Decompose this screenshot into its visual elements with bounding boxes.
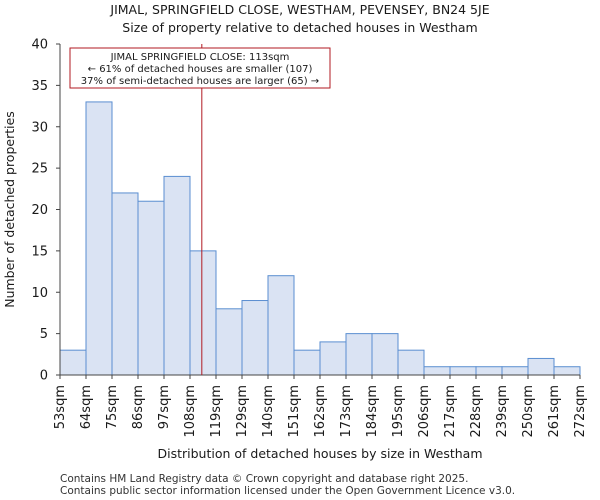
histogram-bar [475, 366, 503, 376]
y-tick-label: 5 [40, 327, 48, 342]
x-tick-label: 195sqm [391, 385, 406, 438]
histogram-bar [449, 366, 477, 376]
y-tick-label: 40 [31, 38, 48, 53]
x-tick-label: 140sqm [261, 385, 276, 438]
histogram-bar [163, 175, 191, 376]
histogram-bar [345, 333, 373, 376]
annotation-box [69, 47, 331, 89]
x-tick-label: 162sqm [313, 385, 328, 438]
annotation-line-1: JIMAL SPRINGFIELD CLOSE: 113sqm [110, 52, 290, 63]
x-tick-label: 86sqm [131, 385, 146, 429]
x-tick-label: 129sqm [235, 385, 250, 438]
x-tick-label: 108sqm [183, 385, 198, 438]
histogram-bar [137, 200, 165, 376]
histogram-bar [59, 349, 87, 376]
histogram-bar [267, 275, 295, 376]
chart-title: JIMAL, SPRINGFIELD CLOSE, WESTHAM, PEVEN… [110, 2, 490, 17]
y-tick-label: 25 [31, 162, 48, 177]
histogram-bar [293, 349, 321, 376]
y-tick-label: 35 [31, 79, 48, 94]
y-tick-label: 10 [31, 286, 48, 301]
histogram-bar [501, 366, 529, 376]
x-tick-label: 250sqm [521, 385, 536, 438]
y-axis-label: Number of detached properties [2, 111, 17, 308]
x-tick-label: 173sqm [339, 385, 354, 438]
histogram-bar [553, 366, 581, 376]
x-tick-label: 206sqm [417, 385, 432, 438]
x-tick-label: 184sqm [365, 385, 380, 438]
x-tick-label: 261sqm [547, 385, 562, 438]
histogram-bar [85, 101, 113, 376]
y-tick-label: 30 [31, 120, 48, 135]
x-tick-label: 75sqm [105, 385, 120, 429]
histogram-bar [111, 192, 139, 376]
x-tick-label: 272sqm [573, 385, 588, 438]
x-tick-label: 119sqm [209, 385, 224, 438]
x-axis-label: Distribution of detached houses by size … [157, 446, 482, 461]
x-tick-label: 151sqm [287, 385, 302, 438]
footer-line-2: Contains public sector information licen… [60, 485, 516, 497]
chart-subtitle: Size of property relative to detached ho… [122, 20, 478, 35]
histogram-bar [371, 333, 399, 376]
histogram-bar [527, 357, 555, 376]
histogram-bar [241, 300, 269, 376]
histogram-bar [215, 308, 243, 376]
y-tick-label: 0 [40, 369, 48, 384]
x-tick-label: 228sqm [469, 385, 484, 438]
x-tick-label: 217sqm [443, 385, 458, 438]
x-tick-label: 97sqm [157, 385, 172, 429]
x-tick-label: 64sqm [79, 385, 94, 429]
annotation-line-3: 37% of semi-detached houses are larger (… [81, 76, 319, 87]
histogram-bar [397, 349, 425, 376]
histogram-bar [189, 250, 217, 376]
y-tick-label: 20 [31, 203, 48, 218]
x-tick-label: 239sqm [495, 385, 510, 438]
footer-line-1: Contains HM Land Registry data © Crown c… [60, 473, 469, 485]
annotation-line-2: ← 61% of detached houses are smaller (10… [88, 64, 313, 75]
histogram-bar [319, 341, 347, 376]
histogram-bar [423, 366, 451, 376]
y-tick-label: 15 [31, 244, 48, 259]
x-tick-label: 53sqm [53, 385, 68, 429]
